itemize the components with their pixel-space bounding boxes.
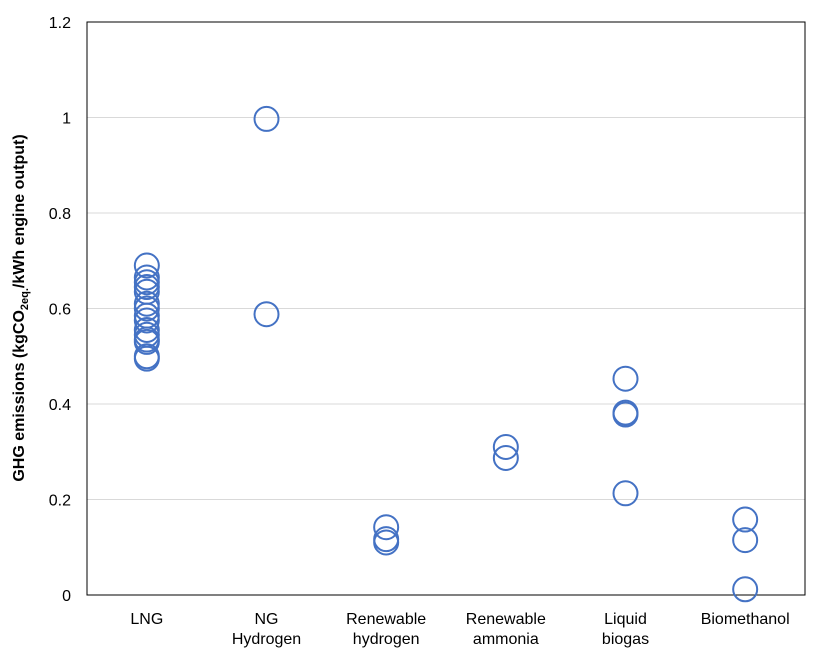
- y-tick-label: 0.4: [49, 397, 71, 414]
- point: [732, 527, 759, 554]
- point: [732, 506, 759, 533]
- y-axis-label-subscript: 2eq.: [19, 288, 31, 310]
- x-tick-label-line: NG: [255, 611, 279, 628]
- point: [492, 433, 519, 460]
- plot-border: [86, 21, 806, 596]
- x-tick-label-line: Hydrogen: [232, 631, 301, 648]
- x-tick-label: Renewable ammonia: [466, 611, 546, 648]
- point: [612, 365, 639, 392]
- x-tick-label-line: Biomethanol: [701, 611, 790, 628]
- point: [133, 307, 160, 334]
- point: [492, 444, 519, 471]
- x-tick-label: Biomethanol: [701, 611, 790, 628]
- y-tick-label: 1.2: [49, 15, 71, 32]
- x-tick-label: LNG: [130, 611, 163, 628]
- y-axis-label-part: /kWh engine output): [11, 134, 28, 288]
- x-tick-label: Liquid biogas: [602, 611, 649, 648]
- point: [133, 345, 160, 372]
- y-tick-label: 0: [62, 588, 71, 605]
- x-tick-label-line: Renewable: [466, 611, 546, 628]
- point: [133, 252, 160, 279]
- point: [253, 301, 280, 328]
- point: [612, 401, 639, 428]
- point: [373, 514, 400, 541]
- point: [612, 480, 639, 507]
- y-axis-label: GHG emissions (kgCO2eq./kWh engine outpu…: [11, 134, 31, 481]
- x-tick-label: Renewable hydrogen: [346, 611, 426, 648]
- point: [732, 576, 759, 603]
- x-tick-label: NG Hydrogen: [232, 611, 301, 648]
- y-tick-label: 1: [62, 111, 71, 128]
- x-tick-label-line: ammonia: [473, 631, 539, 648]
- y-tick-label: 0.2: [49, 493, 71, 510]
- y-tick-label: 0.6: [49, 302, 71, 319]
- point: [133, 295, 160, 322]
- point: [253, 105, 280, 132]
- y-axis-label-part: GHG emissions (kgCO: [11, 310, 28, 482]
- x-tick-label-line: hydrogen: [353, 631, 420, 648]
- x-tick-label-line: Renewable: [346, 611, 426, 628]
- y-tick-label: 0.8: [49, 206, 71, 223]
- point: [373, 529, 400, 556]
- x-tick-label-line: biogas: [602, 631, 649, 648]
- point: [133, 328, 160, 355]
- point: [133, 343, 160, 370]
- x-tick-label-line: LNG: [130, 611, 163, 628]
- x-tick-label-line: Liquid: [604, 611, 647, 628]
